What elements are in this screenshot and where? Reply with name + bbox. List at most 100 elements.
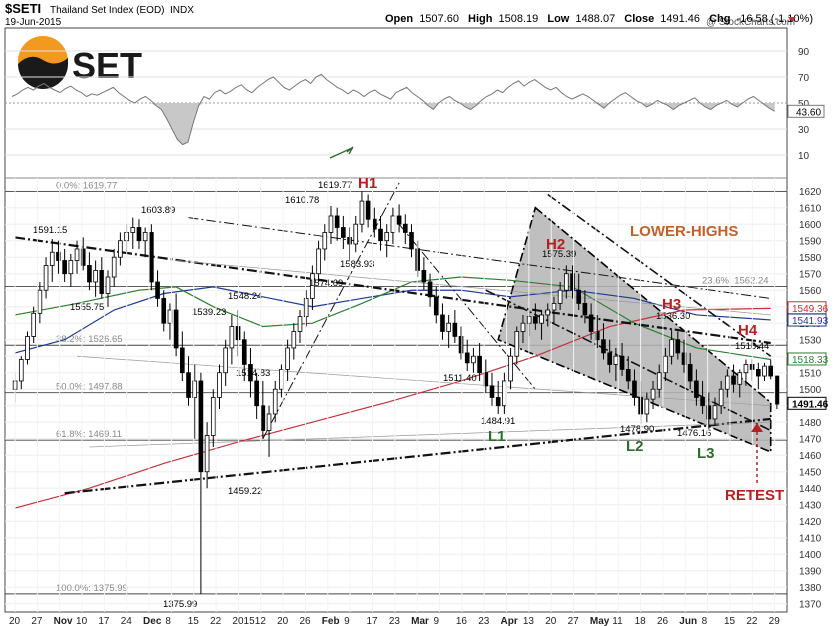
price-tick-label: 1560 bbox=[799, 286, 822, 297]
candle-body bbox=[415, 248, 420, 271]
candle-body bbox=[402, 223, 408, 233]
price-axis-badge bbox=[787, 396, 827, 410]
candle-body bbox=[644, 398, 650, 415]
candle-body bbox=[334, 215, 340, 228]
price-tick-label: 1400 bbox=[799, 550, 822, 561]
price-label: 1591.15 bbox=[33, 225, 67, 236]
chart-date: 19-Jun-2015 bbox=[5, 17, 62, 28]
price-axis-badge bbox=[787, 313, 827, 327]
candle-body bbox=[341, 227, 346, 238]
time-tick-label: 23 bbox=[478, 616, 490, 626]
candle-body bbox=[458, 336, 464, 354]
price-axis-label: 1491.46 bbox=[792, 399, 829, 410]
fib-level-label: 23.6%: 1562.24 bbox=[702, 276, 769, 287]
candle-body bbox=[198, 380, 204, 473]
candle-body bbox=[210, 397, 216, 436]
rsi-last-label: 43.60 bbox=[796, 107, 821, 118]
fibonacci-levels: 0.0%: 1619.77 23.6%: 1562.24 38.2%: 1526.6… bbox=[5, 181, 787, 595]
price-label: 1539.23 bbox=[192, 307, 226, 318]
price-tick-label: 1370 bbox=[799, 600, 822, 611]
arrow-up-icon bbox=[329, 146, 354, 159]
candle-body bbox=[353, 223, 359, 245]
candle-body bbox=[365, 200, 371, 220]
candle-body bbox=[557, 289, 563, 304]
time-tick-label: 27 bbox=[31, 616, 43, 626]
candle-body bbox=[706, 405, 712, 420]
candle-body bbox=[737, 372, 743, 385]
price-tick-label: 1620 bbox=[799, 187, 822, 198]
candle-body bbox=[502, 380, 507, 407]
candle-body bbox=[87, 265, 92, 283]
watermark: @ StockCharts.com bbox=[706, 17, 795, 28]
candle-body bbox=[452, 322, 458, 337]
candle-body bbox=[204, 435, 210, 473]
time-tick-label: Dec bbox=[143, 616, 162, 626]
candle-body bbox=[687, 364, 693, 382]
candle-body bbox=[650, 388, 656, 400]
candle-body bbox=[495, 397, 501, 407]
annotation-h2: H2 bbox=[546, 236, 565, 253]
time-tick-label: Apr bbox=[501, 616, 518, 626]
time-tick-label: 11 bbox=[612, 616, 623, 626]
candle-body bbox=[619, 355, 625, 370]
price-tick-label: 1460 bbox=[799, 451, 822, 462]
price-tick-label: 1510 bbox=[799, 369, 822, 380]
candle-body bbox=[774, 375, 780, 405]
candle-body bbox=[130, 227, 136, 233]
candle-body bbox=[588, 314, 594, 332]
moving-average-line bbox=[14, 286, 771, 354]
candle-body bbox=[743, 364, 749, 374]
candle-body bbox=[768, 365, 774, 377]
arrow-up-icon bbox=[751, 423, 763, 432]
price-label: 1603.89 bbox=[141, 205, 175, 216]
rsi-oversold-fill bbox=[12, 103, 775, 145]
candle-body bbox=[675, 339, 681, 354]
candle-body bbox=[192, 380, 198, 398]
candle-body bbox=[149, 232, 154, 283]
price-tick-label: 1570 bbox=[799, 270, 822, 281]
candle-body bbox=[731, 375, 736, 385]
price-label: 1619.77 bbox=[318, 180, 352, 191]
time-tick-label: 29 bbox=[769, 616, 781, 626]
time-tick-label: 9 bbox=[434, 616, 440, 626]
candle-body bbox=[446, 322, 451, 332]
candle-body bbox=[186, 372, 191, 398]
candle-body bbox=[625, 369, 631, 382]
down-triangle-icon bbox=[788, 17, 796, 22]
candle-body bbox=[303, 298, 309, 318]
candle-body bbox=[173, 309, 179, 349]
price-label: 1484.91 bbox=[481, 416, 515, 427]
annotation-lower-highs: LOWER-HIGHS bbox=[630, 223, 738, 240]
chg-value: -16.58 (-1.10%) bbox=[737, 13, 813, 25]
candle-body bbox=[718, 388, 724, 407]
candle-body bbox=[180, 347, 185, 374]
time-tick-label: 2015 bbox=[232, 616, 255, 626]
exchange: INDX bbox=[170, 5, 194, 16]
moving-average-line bbox=[14, 307, 771, 509]
candle-body bbox=[74, 248, 80, 261]
candle-body bbox=[656, 372, 662, 390]
candle-body bbox=[384, 232, 390, 242]
candle-body bbox=[520, 322, 526, 332]
annotation-retest: RETEST bbox=[725, 487, 784, 504]
candle-body bbox=[681, 352, 687, 365]
price-label: 1511.40 bbox=[443, 373, 477, 384]
open-value: 1507.60 bbox=[419, 13, 459, 25]
candle-body bbox=[25, 336, 30, 360]
time-tick-label: 10 bbox=[76, 616, 88, 626]
trend-line bbox=[176, 260, 771, 316]
price-tick-label: 1600 bbox=[799, 220, 822, 231]
time-tick-label: 20 bbox=[277, 616, 289, 626]
high-value: 1508.19 bbox=[499, 13, 539, 25]
candle-body bbox=[31, 312, 36, 337]
candle-body bbox=[725, 375, 730, 390]
time-tick-label: 20 bbox=[545, 616, 557, 626]
candle-body bbox=[700, 397, 705, 407]
price-label: 1610.78 bbox=[285, 195, 319, 206]
time-tick-label: 17 bbox=[366, 616, 378, 626]
price-tick-label: 1610 bbox=[799, 204, 822, 215]
rsi-line bbox=[11, 73, 775, 146]
price-label: 1574.69 bbox=[309, 278, 343, 289]
candle-body bbox=[396, 215, 402, 225]
